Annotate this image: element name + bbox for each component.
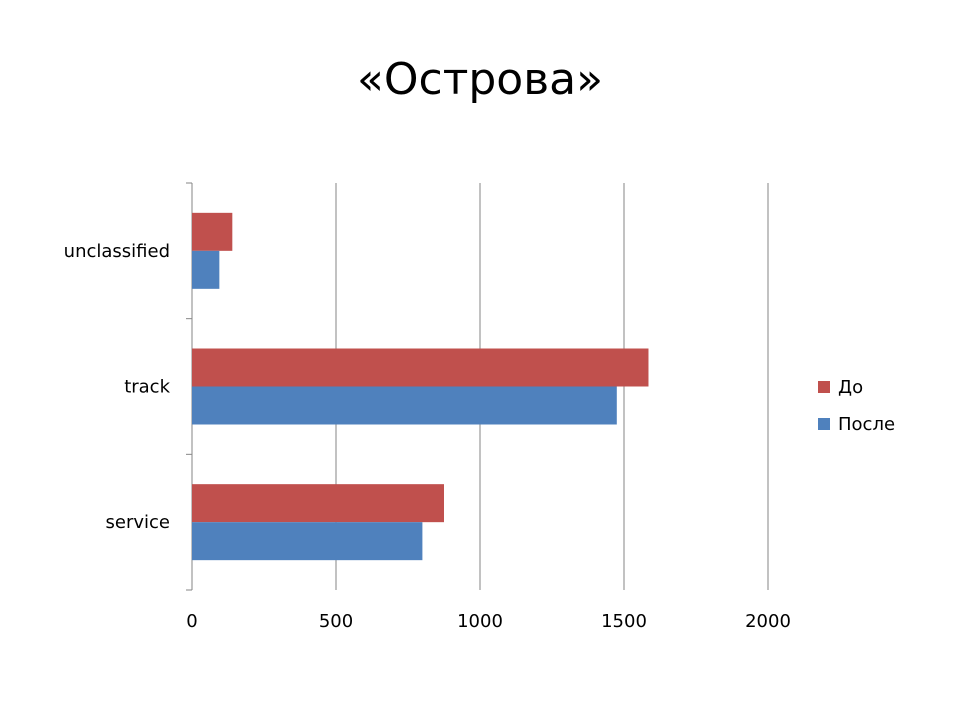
legend: До После (818, 377, 895, 435)
legend-label: После (838, 414, 895, 435)
legend-swatch (818, 381, 830, 393)
legend-label: До (838, 377, 863, 398)
bar (192, 348, 649, 387)
bar (192, 484, 444, 523)
bars (192, 212, 649, 561)
x-tick-label: 2000 (745, 611, 791, 632)
bar (192, 250, 220, 289)
category-label: service (106, 512, 170, 533)
chart-title: «Острова» (356, 54, 604, 105)
bar (192, 522, 423, 561)
category-label: unclassified (64, 241, 170, 262)
bar (192, 212, 233, 251)
x-tick-label: 500 (319, 611, 353, 632)
x-tick-label: 1000 (457, 611, 503, 632)
x-tick-label: 1500 (601, 611, 647, 632)
x-tick-label: 0 (186, 611, 197, 632)
bar (192, 386, 617, 425)
category-label: track (124, 377, 170, 398)
category-labels: unclassified track service (64, 241, 171, 533)
legend-swatch (818, 418, 830, 430)
x-tick-labels: 0 500 1000 1500 2000 (186, 611, 791, 632)
axes (186, 182, 193, 591)
